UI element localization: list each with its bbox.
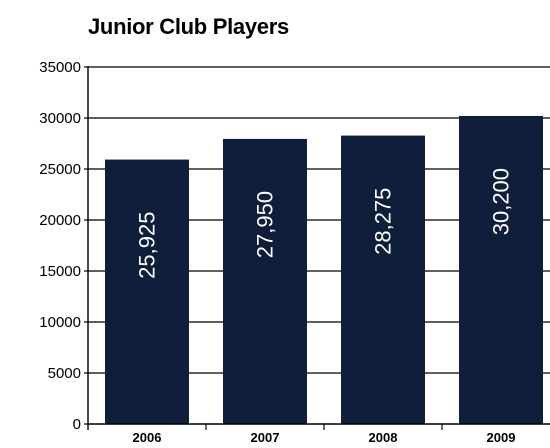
y-tick-labels: 0 5000 10000 15000 20000 25000 30000 35000 bbox=[39, 59, 81, 433]
x-category-label: 2006 bbox=[133, 430, 162, 445]
bar-value-label: 30,200 bbox=[489, 168, 514, 235]
bar-value-label: 28,275 bbox=[371, 188, 396, 255]
axes bbox=[84, 66, 550, 430]
y-tick-label: 15000 bbox=[39, 263, 81, 280]
y-tick-label: 5000 bbox=[48, 365, 81, 382]
x-category-label: 2007 bbox=[251, 430, 280, 445]
bar bbox=[105, 159, 189, 424]
y-tick-label: 25000 bbox=[39, 161, 81, 178]
y-tick-label: 35000 bbox=[39, 59, 81, 76]
bar-value-label: 25,925 bbox=[135, 212, 160, 279]
bars bbox=[105, 115, 543, 425]
x-category-labels: 2006 2007 2008 2009 bbox=[133, 430, 516, 445]
y-tick-label: 0 bbox=[73, 416, 81, 433]
bar-value-labels: 25,925 27,950 28,275 30,200 bbox=[135, 168, 514, 279]
y-tick-label: 30000 bbox=[39, 110, 81, 127]
x-category-label: 2009 bbox=[487, 430, 516, 445]
y-tick-label: 10000 bbox=[39, 314, 81, 331]
y-tick-label: 20000 bbox=[39, 212, 81, 229]
bar bbox=[459, 115, 543, 425]
chart-title: Junior Club Players bbox=[88, 14, 289, 39]
bar bbox=[223, 138, 307, 424]
bar-value-label: 27,950 bbox=[253, 191, 278, 258]
x-category-label: 2008 bbox=[369, 430, 398, 445]
bar bbox=[341, 135, 425, 424]
